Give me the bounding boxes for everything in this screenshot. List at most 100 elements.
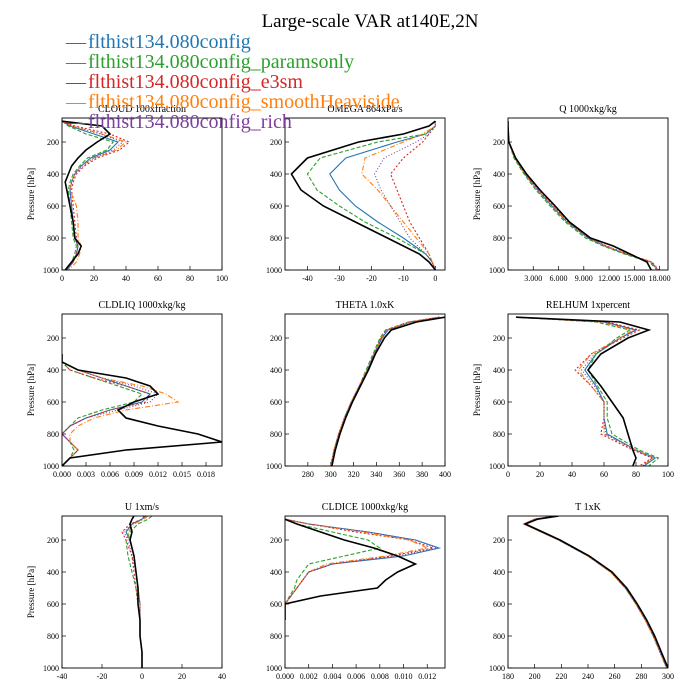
x-tick-label: 300 [662, 672, 674, 681]
x-tick-label: 0.018 [197, 470, 215, 479]
y-tick-label: 400 [47, 366, 59, 375]
y-tick-label: 800 [493, 234, 505, 243]
x-tick-label: 0.012 [418, 672, 436, 681]
x-tick-label: 340 [370, 470, 382, 479]
y-axis-label: Pressure [hPa] [26, 566, 36, 618]
x-tick-label: -40 [57, 672, 68, 681]
legend-marker: — [65, 71, 87, 93]
y-tick-label: 200 [47, 536, 59, 545]
x-tick-label: 0.000 [53, 470, 71, 479]
series-line-5 [331, 316, 445, 466]
y-tick-label: 200 [47, 138, 59, 147]
series-line-3 [515, 316, 655, 466]
series-line-2 [515, 316, 654, 466]
series-line-4 [330, 316, 440, 466]
x-tick-label: 280 [635, 672, 647, 681]
legend-entry-3: flthist134.080config_smoothHeaviside [88, 91, 400, 113]
series-line-2 [522, 516, 668, 668]
x-tick-label: 180 [502, 672, 514, 681]
x-tick-label: 0.010 [395, 672, 413, 681]
x-tick-label: 0.003 [77, 470, 95, 479]
panel-title: CLOUD 100xfraction [98, 104, 186, 115]
series-line-4 [515, 316, 654, 466]
y-tick-label: 1000 [266, 664, 282, 673]
x-tick-label: 0.006 [347, 672, 365, 681]
panel-4: THETA 1.0xK 200 400 600 800 1000 280 300 320 340 3… [266, 300, 451, 479]
x-tick-label: 9.000 [575, 274, 593, 283]
series-line-5 [523, 516, 668, 668]
series-line-3 [62, 120, 128, 270]
panel-title: Q 1000xkg/kg [559, 104, 617, 115]
y-tick-label: 800 [493, 632, 505, 641]
panel-title: CLDLIQ 1000xkg/kg [99, 300, 186, 311]
series-line-0 [508, 121, 659, 270]
x-tick-label: 0.004 [323, 672, 341, 681]
y-tick-label: 1000 [489, 266, 505, 275]
plot-frame [284, 117, 446, 271]
series-line-2 [62, 354, 151, 466]
series-line-4 [522, 516, 668, 668]
y-tick-label: 800 [270, 430, 282, 439]
y-tick-label: 1000 [43, 266, 59, 275]
panel-title: OMEGA 864xPa/s [327, 104, 402, 115]
y-tick-label: 400 [493, 170, 505, 179]
x-tick-label: 60 [154, 274, 162, 283]
panel-6: U 1xm/s 200 400 600 800 1000-40 -20 0 20 40 Pressu… [26, 502, 226, 681]
series-line-4 [373, 121, 436, 270]
y-tick-label: 200 [493, 536, 505, 545]
x-tick-label: -20 [97, 672, 108, 681]
series-line-2 [330, 316, 440, 466]
x-tick-label: -20 [366, 274, 377, 283]
y-tick-label: 600 [493, 398, 505, 407]
series-line-3 [330, 316, 440, 466]
y-tick-label: 1000 [489, 664, 505, 673]
x-tick-label: 20 [90, 274, 98, 283]
series-line-1 [62, 354, 144, 466]
x-tick-label: 0 [140, 672, 144, 681]
y-tick-label: 400 [270, 170, 282, 179]
x-tick-label: 200 [529, 672, 541, 681]
y-tick-label: 600 [493, 600, 505, 609]
y-tick-label: 800 [47, 632, 59, 641]
y-tick-label: 800 [47, 234, 59, 243]
plot-frame [284, 515, 446, 669]
series-line-1 [62, 120, 115, 270]
series-line-2 [508, 121, 660, 270]
legend-entry-1: flthist134.080config_paramsonly [88, 51, 354, 73]
x-tick-label: 0.006 [101, 470, 119, 479]
x-tick-label: 12.000 [598, 274, 620, 283]
x-tick-label: 18.000 [649, 274, 671, 283]
x-tick-label: 0.015 [173, 470, 191, 479]
y-axis-label: Pressure [hPa] [472, 364, 482, 416]
series-line-5 [290, 120, 437, 270]
series-line-2 [389, 121, 436, 270]
panels: CLOUD 100xfraction 200 400 600 800 1000 0 20 40 6… [26, 104, 674, 681]
x-tick-label: -40 [302, 274, 313, 283]
x-tick-label: 360 [393, 470, 405, 479]
legend-entry-4: flthist134.080config_rich [88, 111, 292, 133]
y-tick-label: 800 [47, 430, 59, 439]
y-tick-label: 600 [47, 600, 59, 609]
series-line-1 [522, 516, 668, 668]
y-tick-label: 200 [493, 334, 505, 343]
x-tick-label: 40 [568, 470, 576, 479]
panel-title: RELHUM 1xpercent [546, 300, 630, 311]
series-line-5 [62, 120, 112, 270]
plot-frame [284, 313, 446, 467]
x-tick-label: 260 [609, 672, 621, 681]
x-tick-label: 220 [555, 672, 567, 681]
legend: — flthist134.080config— flthist134.080conf… [65, 31, 400, 133]
panel-title: CLDICE 1000xkg/kg [322, 502, 408, 513]
x-tick-label: 80 [632, 470, 640, 479]
y-tick-label: 400 [270, 366, 282, 375]
series-line-2 [285, 518, 436, 620]
series-line-0 [285, 518, 442, 620]
y-tick-label: 600 [493, 202, 505, 211]
y-axis-label: Pressure [hPa] [26, 364, 36, 416]
y-tick-label: 400 [270, 568, 282, 577]
series-line-1 [330, 316, 440, 466]
y-tick-label: 200 [47, 334, 59, 343]
x-tick-label: 80 [186, 274, 194, 283]
